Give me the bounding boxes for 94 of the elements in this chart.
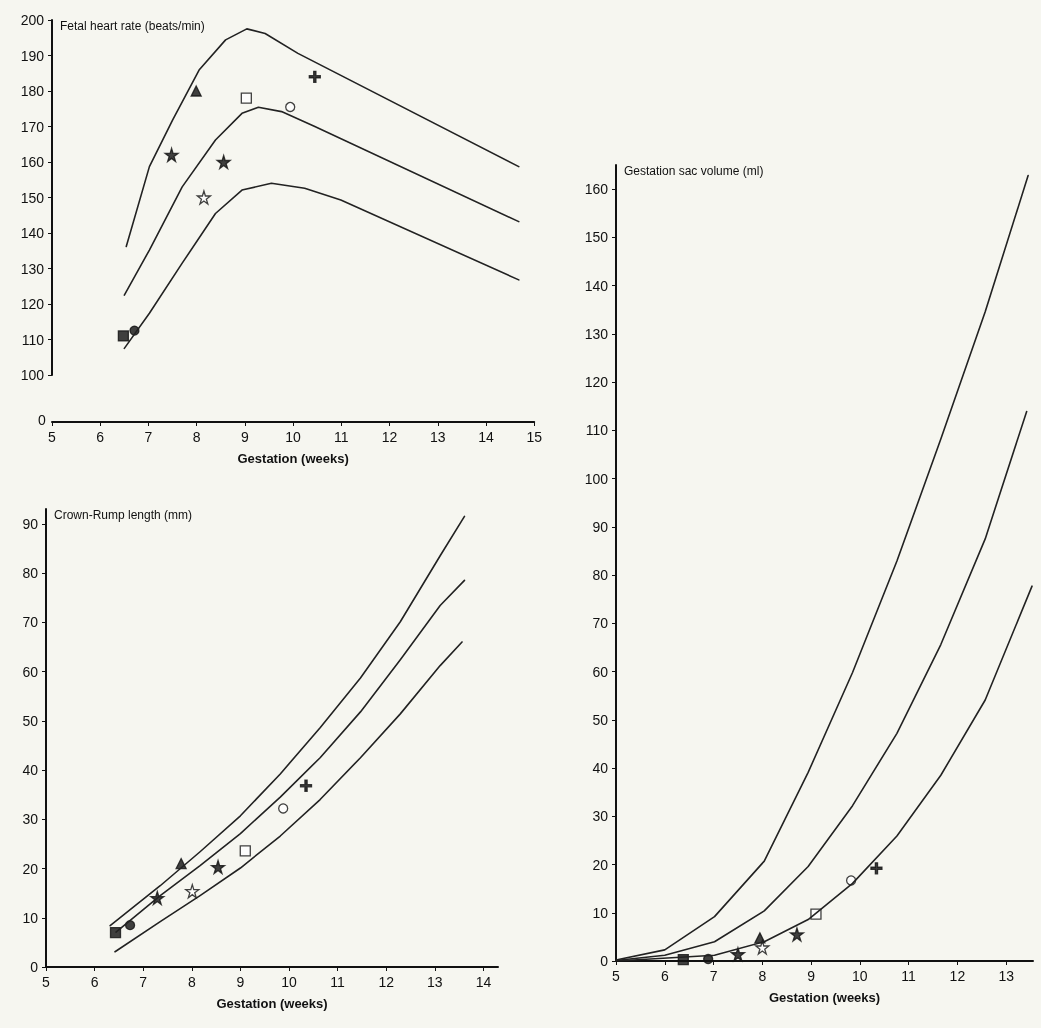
- y-tick-label: 60: [592, 663, 609, 680]
- y-tick-label: 150: [20, 189, 45, 206]
- x-axis-title: Gestation (weeks): [768, 990, 881, 1005]
- y-tick-label: 70: [22, 614, 39, 631]
- point: [239, 845, 251, 857]
- y-tick-label: 20: [592, 856, 609, 873]
- point: [240, 92, 252, 104]
- y-axis-title: Fetal heart rate (beats/min): [60, 19, 205, 33]
- y-tick-label: 130: [584, 325, 609, 342]
- x-tick-label: 7: [139, 974, 148, 990]
- point: [190, 85, 202, 97]
- point: [870, 862, 883, 875]
- x-tick-label: 7: [144, 429, 153, 445]
- point: [299, 779, 313, 792]
- y-tick-label: 0: [600, 953, 609, 969]
- x-tick-label: 6: [660, 968, 669, 984]
- y-tick-label: 200: [20, 12, 45, 28]
- y-tick-label: 180: [20, 83, 45, 99]
- y-tick-label: 40: [22, 762, 39, 779]
- y-axis-title: Crown-Rump length (mm): [54, 508, 193, 522]
- line-series: [123, 106, 520, 296]
- point: [308, 70, 321, 83]
- line-series: [123, 182, 520, 350]
- x-tick-label: 9: [240, 429, 249, 445]
- x-tick-label: 5: [612, 968, 621, 984]
- x-axis-title: Gestation (weeks): [237, 451, 349, 466]
- y-tick-label: 120: [584, 374, 609, 391]
- y-tick-label: 50: [22, 712, 39, 729]
- y-tick-label: 160: [584, 181, 609, 198]
- x-tick-label: 8: [758, 968, 767, 984]
- y-tick-label: 140: [20, 225, 45, 241]
- x-tick-label: 7: [709, 968, 718, 984]
- x-tick-label: 9: [807, 968, 816, 984]
- x-tick-label: 10: [852, 968, 868, 984]
- y-tick-label: 120: [20, 296, 45, 312]
- point: [216, 154, 231, 170]
- x-tick-label: 11: [334, 429, 349, 445]
- point: [285, 101, 296, 113]
- x-tick-label: 13: [429, 429, 446, 445]
- point: [196, 190, 212, 205]
- point: [117, 330, 130, 342]
- y-tick-label: 10: [592, 904, 609, 921]
- y-tick-label: 170: [20, 118, 45, 135]
- y-tick-label: 80: [592, 567, 609, 584]
- y-tick-label: 90: [22, 515, 39, 532]
- y-tick-label: 20: [22, 860, 39, 877]
- x-tick-label: 6: [96, 429, 105, 445]
- y-tick-label: 40: [592, 760, 609, 777]
- x-tick-label: 13: [427, 974, 443, 990]
- y-tick-label: 0: [30, 959, 39, 975]
- y-tick-label: 10: [22, 909, 39, 926]
- point: [755, 940, 770, 955]
- y-tick-label: 90: [592, 518, 609, 535]
- x-tick-label: 10: [285, 429, 302, 445]
- y-tick-label: 150: [584, 229, 609, 246]
- point: [185, 884, 200, 899]
- y-tick-label: 30: [592, 808, 609, 825]
- y-tick-label: 110: [585, 422, 609, 439]
- x-tick-label: 13: [998, 968, 1015, 984]
- x-tick-label: 12: [949, 968, 966, 984]
- x-tick-label: 10: [281, 974, 298, 990]
- x-tick-label: 5: [42, 974, 51, 990]
- point: [278, 803, 289, 814]
- y-tick-label: 30: [22, 811, 39, 828]
- x-tick-label: 8: [187, 974, 196, 990]
- x-tick-label: 9: [236, 974, 245, 990]
- x-tick-label: 14: [478, 429, 494, 445]
- x-tick-label: 11: [330, 974, 346, 990]
- point: [164, 147, 179, 163]
- y-tick-label: 140: [584, 277, 609, 294]
- y-tick-label: 50: [592, 711, 609, 728]
- x-tick-label: 6: [90, 974, 99, 990]
- y-tick-label: 160: [20, 154, 45, 170]
- y-tick-label: 80: [22, 565, 39, 582]
- x-tick-label: 12: [381, 429, 398, 445]
- line-series: [114, 641, 463, 953]
- y-axis-title: Gestation sac volume (ml): [624, 164, 764, 178]
- y-tick-label: 110: [21, 331, 45, 348]
- x-tick-label: 8: [192, 429, 201, 445]
- x-tick-label: 5: [48, 429, 57, 445]
- y-tick-label: 100: [20, 367, 45, 383]
- y-tick-label: 60: [22, 663, 39, 680]
- y-tick-label: 130: [20, 260, 45, 277]
- x-axis-title: Gestation (weeks): [216, 996, 328, 1011]
- x-tick-label: 11: [901, 968, 917, 984]
- x-tick-label: 12: [378, 974, 395, 990]
- point: [789, 927, 805, 942]
- point: [210, 859, 226, 875]
- y-tick-label: 190: [20, 47, 45, 64]
- x-tick-label: 15: [526, 429, 543, 445]
- y-tick-label: 100: [584, 470, 609, 487]
- x-tick-label: 14: [475, 974, 492, 990]
- point: [730, 947, 746, 962]
- y-tick-label: 70: [592, 615, 609, 632]
